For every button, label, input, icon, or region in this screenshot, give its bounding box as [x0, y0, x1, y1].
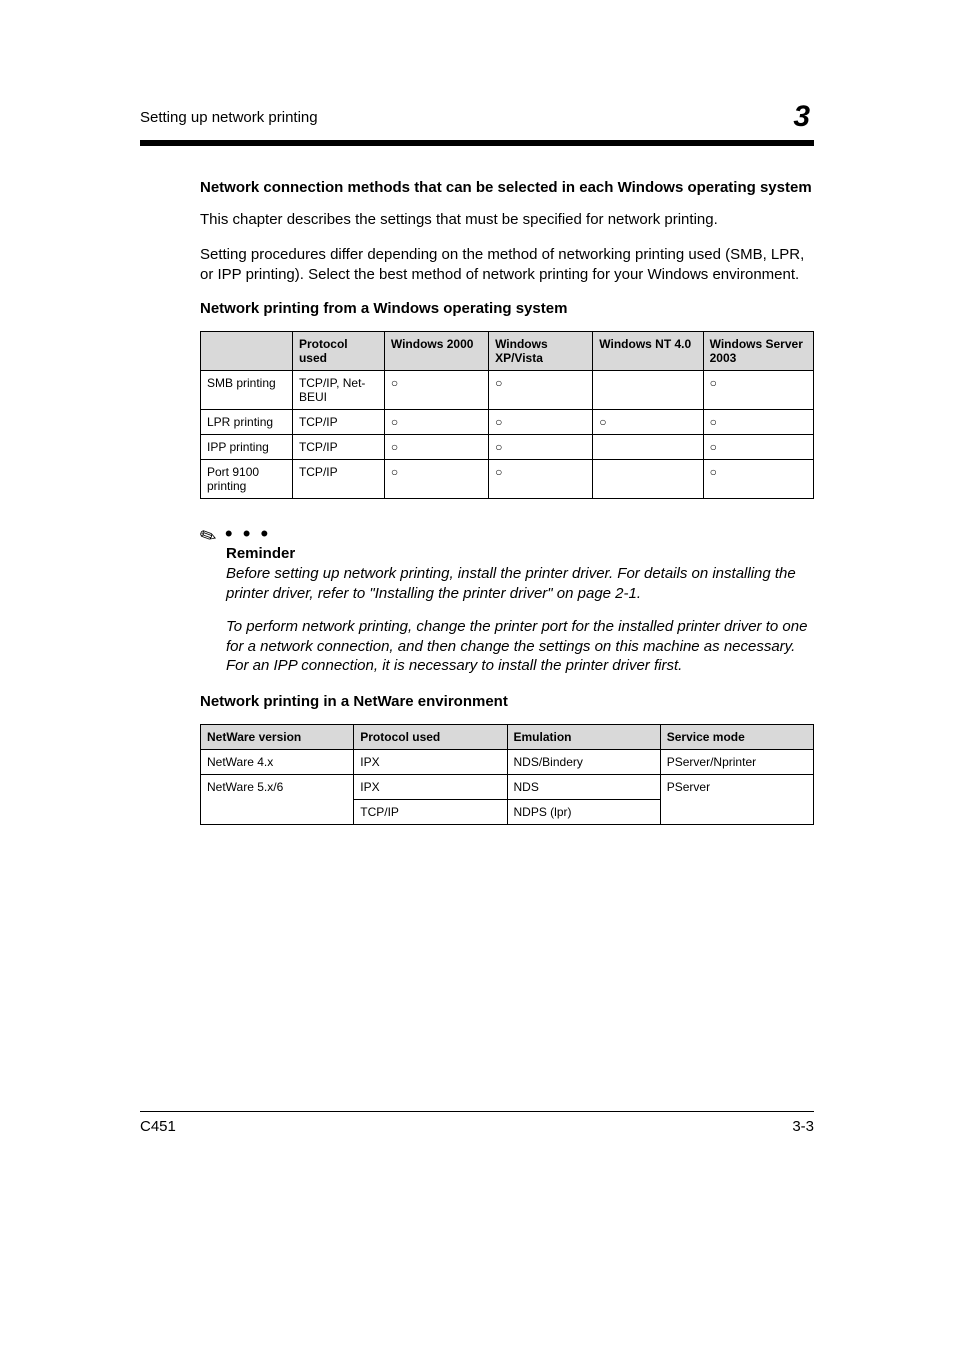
table-cell: ○	[384, 371, 488, 410]
reminder-block: ✎ • • • Reminder Before setting up netwo…	[200, 521, 814, 676]
table-cell	[593, 371, 703, 410]
table-cell: NDPS (lpr)	[507, 800, 660, 825]
table-cell: TCP/IP	[354, 800, 507, 825]
subheading-windows-printing: Network printing from a Windows operatin…	[200, 299, 814, 319]
table-cell: IPX	[354, 750, 507, 775]
table-header	[201, 332, 293, 371]
table-cell: ○	[703, 460, 813, 499]
table-header: Windows Server 2003	[703, 332, 813, 371]
table-cell: ○	[384, 435, 488, 460]
table-cell: IPX	[354, 775, 507, 800]
table-windows-printing: Protocol used Windows 2000 Windows XP/Vi…	[200, 331, 814, 499]
table-cell: TCP/IP	[292, 410, 384, 435]
header-rule	[140, 140, 814, 146]
chapter-number: 3	[793, 100, 814, 134]
table-row: NetWare 4.x IPX NDS/Bindery PServer/Npri…	[201, 750, 814, 775]
table-cell: NetWare 5.x/6	[201, 775, 354, 825]
table-cell: NetWare 4.x	[201, 750, 354, 775]
table-cell: NDS/Bindery	[507, 750, 660, 775]
paragraph-procedures: Setting procedures differ depending on t…	[200, 245, 814, 286]
table-cell: ○	[384, 460, 488, 499]
table-header: Protocol used	[354, 725, 507, 750]
reminder-text: To perform network printing, change the …	[226, 618, 807, 655]
table-cell: PServer	[660, 775, 813, 825]
table-cell: SMB printing	[201, 371, 293, 410]
table-header: Emulation	[507, 725, 660, 750]
table-row: IPP printing TCP/IP ○ ○ ○	[201, 435, 814, 460]
table-row: SMB printing TCP/IP, Net-BEUI ○ ○ ○	[201, 371, 814, 410]
table-cell: LPR printing	[201, 410, 293, 435]
table-cell: ○	[384, 410, 488, 435]
table-cell: TCP/IP	[292, 460, 384, 499]
table-header: Service mode	[660, 725, 813, 750]
footer-rule	[140, 1111, 814, 1112]
table-header: Windows 2000	[384, 332, 488, 371]
subheading-netware: Network printing in a NetWare environmen…	[200, 692, 814, 712]
table-cell: Port 9100 printing	[201, 460, 293, 499]
dots-icon: • • •	[217, 521, 270, 546]
table-cell: ○	[703, 435, 813, 460]
table-cell: ○	[593, 410, 703, 435]
table-cell: NDS	[507, 775, 660, 800]
table-row: Port 9100 printing TCP/IP ○ ○ ○	[201, 460, 814, 499]
reminder-text: For an IPP connection, it is necessary t…	[226, 657, 682, 674]
table-cell: ○	[489, 435, 593, 460]
table-cell: ○	[489, 371, 593, 410]
table-cell: ○	[703, 410, 813, 435]
footer-page-number: 3-3	[792, 1118, 814, 1135]
table-cell	[593, 460, 703, 499]
reminder-body: To perform network printing, change the …	[226, 617, 814, 676]
table-header: Windows NT 4.0	[593, 332, 703, 371]
section-title: Setting up network printing	[140, 109, 318, 126]
page-footer: C451 3-3	[140, 1111, 814, 1135]
paragraph-intro: This chapter describes the settings that…	[200, 210, 814, 230]
table-cell: PServer/Nprinter	[660, 750, 813, 775]
table-cell: TCP/IP, Net-BEUI	[292, 371, 384, 410]
table-cell: ○	[703, 371, 813, 410]
table-cell: IPP printing	[201, 435, 293, 460]
table-row: LPR printing TCP/IP ○ ○ ○ ○	[201, 410, 814, 435]
footer-model: C451	[140, 1118, 176, 1135]
table-header: Windows XP/Vista	[489, 332, 593, 371]
table-cell: TCP/IP	[292, 435, 384, 460]
table-header: NetWare version	[201, 725, 354, 750]
table-row: NetWare 5.x/6 IPX NDS PServer	[201, 775, 814, 800]
table-header: Protocol used	[292, 332, 384, 371]
reminder-label: Reminder	[226, 545, 814, 562]
table-cell: ○	[489, 460, 593, 499]
subheading-connection-methods: Network connection methods that can be s…	[200, 178, 814, 198]
table-netware: NetWare version Protocol used Emulation …	[200, 724, 814, 825]
table-cell	[593, 435, 703, 460]
table-cell: ○	[489, 410, 593, 435]
reminder-body: Before setting up network printing, inst…	[226, 564, 814, 603]
